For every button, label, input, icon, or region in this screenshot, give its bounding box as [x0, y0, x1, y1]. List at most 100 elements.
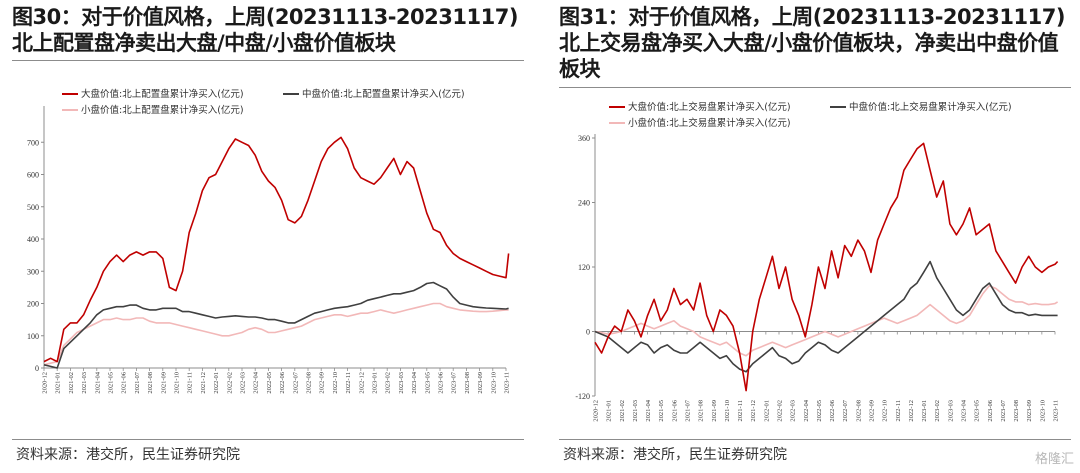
- series-line-mid: [43, 281, 509, 369]
- x-tick-label: 2021-10: [174, 372, 181, 394]
- x-tick-label: 2023-06: [438, 371, 445, 393]
- x-tick-label: 2023-02: [934, 400, 941, 422]
- x-tick-label: 2023-11: [1053, 400, 1060, 421]
- chart-title: 图30：对于价值风格，上周(20231113-20231117)北上配置盘净卖出…: [12, 5, 518, 55]
- x-tick-label: 2022-10: [882, 400, 889, 422]
- x-tick-label: 2023-04: [411, 371, 418, 393]
- y-tick-label: 200: [27, 300, 39, 309]
- x-tick-label: 2022-02: [226, 372, 233, 394]
- x-tick-label: 2022-11: [345, 372, 352, 393]
- x-tick-label: 2022-10: [332, 372, 339, 394]
- x-tick-label: 2022-07: [842, 399, 849, 421]
- line-chart-trading: -120 0 120 240 360 2020-12 2021-01 2021-02 2021-…: [575, 101, 1060, 422]
- x-tick-label: 2022-01: [213, 372, 220, 394]
- x-tick-label: 2021-12: [750, 400, 757, 422]
- chart-title: 图31：对于价值风格，上周(20231113-20231117)北上交易盘净买入…: [559, 5, 1065, 81]
- line-chart-allocation: 0 100 200 300 400 500 600 700 2020-12 2021-01 2021…: [27, 88, 511, 394]
- x-tick-label: 2021-09: [160, 372, 167, 394]
- x-tick-label: 2021-09: [711, 400, 718, 422]
- y-tick-label: 400: [27, 235, 39, 244]
- y-tick-label: 100: [27, 332, 39, 341]
- x-tick-label: 2021-03: [81, 372, 88, 394]
- x-tick-label: 2022-06: [279, 371, 286, 393]
- x-tick-label: 2023-09: [477, 372, 484, 394]
- x-tick-label: 2021-02: [68, 372, 75, 394]
- x-tick-label: 2021-12: [200, 372, 207, 394]
- x-tick-label: 2023-11: [504, 372, 511, 393]
- x-tick-label: 2022-03: [790, 400, 797, 422]
- y-tick-label: 300: [27, 267, 39, 276]
- series-line-large: [43, 136, 510, 363]
- x-tick-label: 2022-01: [763, 400, 770, 422]
- x-tick-label: 2020-12: [593, 400, 600, 422]
- x-tick-label: 2022-03: [240, 372, 247, 394]
- x-tick-label: 2022-04: [253, 371, 260, 393]
- legend-label: 中盘价值:北上配置盘累计净买入(亿元): [302, 88, 465, 100]
- source-note: 资料来源：港交所，民生证券研究院: [563, 447, 787, 463]
- x-tick-label: 2021-05: [658, 400, 665, 422]
- chart-panel-right: 图31：对于价值风格，上周(20231113-20231117)北上交易盘净买入…: [553, 0, 1080, 473]
- source-note: 资料来源：港交所，民生证券研究院: [16, 447, 240, 463]
- x-tick-label: 2022-09: [869, 400, 876, 422]
- x-tick-label: 2023-01: [921, 400, 928, 422]
- x-tick-label: 2021-08: [698, 400, 705, 422]
- source-rule: [559, 439, 1071, 440]
- x-tick-label: 2023-10: [490, 372, 497, 394]
- y-tick-label: 0: [586, 328, 590, 337]
- x-tick-label: 2023-10: [1039, 400, 1046, 422]
- x-tick-label: 2022-08: [855, 400, 862, 422]
- x-tick-label: 2021-01: [55, 372, 62, 394]
- y-tick-label: -120: [575, 392, 590, 401]
- x-tick-label: 2023-07: [451, 371, 458, 393]
- y-tick-label: 120: [578, 263, 590, 272]
- chart-panel-left: 图30：对于价值风格，上周(20231113-20231117)北上配置盘净卖出…: [6, 0, 534, 473]
- x-tick-label: 2022-07: [292, 371, 299, 393]
- x-tick-label: 2023-05: [424, 372, 431, 394]
- x-tick-label: 2021-03: [632, 400, 639, 422]
- x-tick-label: 2022-06: [829, 399, 836, 421]
- source-rule: [12, 439, 524, 440]
- title-rule: [12, 60, 524, 61]
- x-tick-label: 2021-11: [187, 372, 194, 393]
- x-tick-label: 2022-05: [266, 372, 273, 394]
- y-tick-label: 600: [27, 171, 39, 180]
- x-tick-label: 2023-02: [385, 372, 392, 394]
- x-tick-label: 2022-12: [358, 372, 365, 394]
- x-tick-label: 2023-07: [1000, 399, 1007, 421]
- x-tick-label: 2022-11: [895, 400, 902, 421]
- y-tick-label: 240: [578, 199, 590, 208]
- y-tick-label: 360: [578, 134, 590, 143]
- x-tick-label: 2022-12: [908, 400, 915, 422]
- y-tick-label: 0: [35, 364, 39, 373]
- y-tick-label: 700: [27, 138, 39, 147]
- y-tick-label: 500: [27, 203, 39, 212]
- x-tick-label: 2021-11: [737, 400, 744, 421]
- x-tick-label: 2023-06: [987, 399, 994, 421]
- x-tick-label: 2023-03: [947, 400, 954, 422]
- x-tick-label: 2023-04: [961, 399, 968, 421]
- series-line-mid: [594, 260, 1058, 373]
- x-tick-label: 2021-02: [619, 400, 626, 422]
- series-line-large: [594, 142, 1059, 392]
- x-tick-label: 2022-02: [777, 400, 784, 422]
- x-tick-label: 2022-08: [306, 372, 313, 394]
- x-tick-label: 2021-01: [606, 400, 613, 422]
- watermark-logo: 格隆汇: [1034, 452, 1074, 467]
- x-tick-label: 2021-04: [645, 399, 652, 421]
- x-tick-label: 2021-10: [724, 400, 731, 422]
- x-tick-label: 2020-12: [42, 372, 49, 394]
- series-line-small: [594, 284, 1059, 357]
- x-tick-label: 2021-07: [685, 399, 692, 421]
- x-tick-label: 2022-05: [816, 400, 823, 422]
- x-tick-label: 2021-05: [108, 372, 115, 394]
- x-tick-label: 2023-01: [372, 372, 379, 394]
- legend-label: 大盘价值:北上交易盘累计净买入(亿元): [628, 101, 791, 113]
- series-line-small: [43, 302, 509, 366]
- x-tick-label: 2023-09: [1026, 400, 1033, 422]
- x-tick-label: 2023-08: [464, 372, 471, 394]
- x-tick-label: 2022-09: [319, 372, 326, 394]
- legend-label: 大盘价值:北上配置盘累计净买入(亿元): [81, 88, 244, 100]
- x-tick-label: 2021-04: [94, 371, 101, 393]
- legend-label: 小盘价值:北上交易盘累计净买入(亿元): [628, 117, 791, 129]
- x-tick-label: 2023-08: [1013, 400, 1020, 422]
